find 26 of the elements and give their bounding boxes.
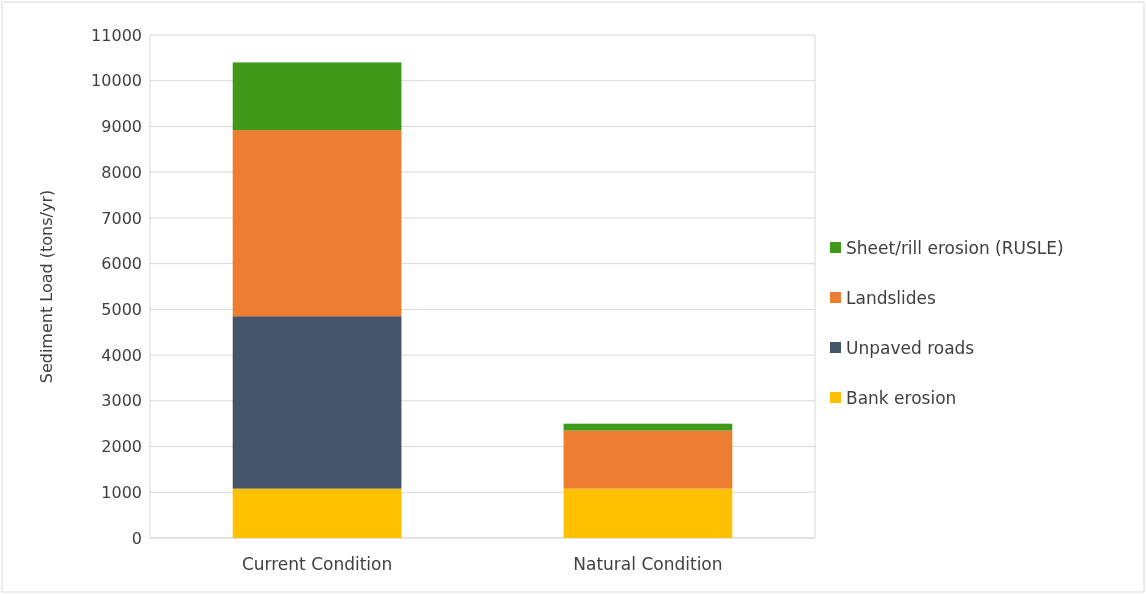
bar [232, 488, 402, 538]
x-tick-label: Natural Condition [573, 554, 723, 574]
y-tick-label: 0 [131, 528, 142, 548]
x-tick-label: Current Condition [241, 554, 393, 574]
bar [563, 423, 733, 431]
y-tick-label: 3000 [101, 391, 142, 411]
legend-label: Bank erosion [846, 387, 957, 408]
y-tick-label: 8000 [101, 162, 142, 182]
y-tick-label: 7000 [101, 208, 142, 228]
y-tick-label: 4000 [101, 345, 142, 365]
y-tick-label: 9000 [101, 117, 142, 137]
legend-label: Landslides [846, 287, 937, 308]
bar [563, 430, 733, 489]
bar [232, 316, 402, 489]
y-tick-label: 11000 [91, 25, 142, 45]
bar [232, 62, 402, 131]
y-tick-label: 10000 [91, 71, 142, 91]
y-tick-label: 1000 [101, 482, 142, 502]
y-axis-title: Sediment Load (tons/yr) [37, 189, 56, 384]
bar [563, 488, 733, 538]
legend-label: Unpaved roads [846, 337, 975, 358]
y-tick-label: 5000 [101, 299, 142, 319]
bar [232, 130, 402, 317]
y-tick-label: 6000 [101, 254, 142, 274]
y-tick-label: 2000 [101, 437, 142, 457]
legend-label: Sheet/rill erosion (RUSLE) [846, 237, 1064, 258]
